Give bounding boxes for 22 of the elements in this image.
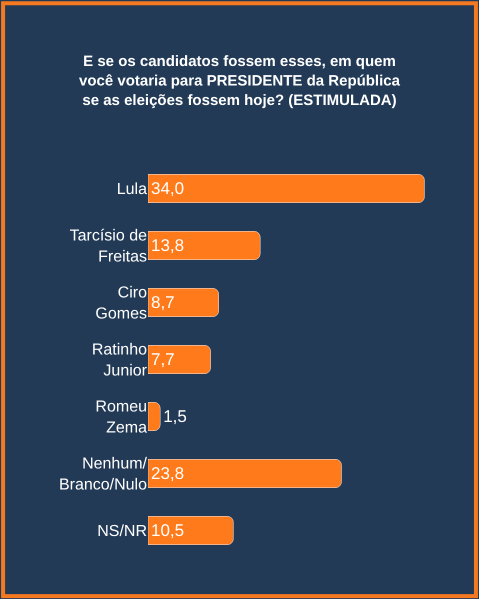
y-tick-label: Ratinho Junior (92, 342, 148, 380)
data-label: 23,8 (151, 464, 184, 483)
bar (148, 402, 160, 431)
data-label: 34,0 (151, 179, 184, 198)
y-tick-label: Tarcísio de Freitas (70, 228, 148, 266)
y-tick-label: Ciro Gomes (95, 284, 148, 322)
y-tick-label: Lula (116, 181, 148, 198)
data-label: 8,7 (151, 293, 175, 312)
data-label: 1,5 (163, 407, 187, 426)
bar (148, 231, 260, 260)
bar (148, 174, 425, 203)
bar (148, 345, 211, 374)
data-label: 10,5 (151, 521, 184, 540)
bar (148, 516, 234, 545)
y-tick-label: Romeu Zema (95, 398, 148, 436)
y-tick-label: Nenhum/ Branco/Nulo (58, 456, 148, 494)
data-label: 7,7 (151, 350, 175, 369)
data-label: 13,8 (151, 236, 184, 255)
bar (148, 288, 219, 317)
bar (148, 459, 342, 488)
chart-title: E se os candidatos fossem esses, em quem você votaria para PRESIDENTE da República se as eleições fossem hoje? (ESTIMULADA) (79, 52, 401, 109)
y-tick-label: NS/NR (97, 523, 147, 540)
